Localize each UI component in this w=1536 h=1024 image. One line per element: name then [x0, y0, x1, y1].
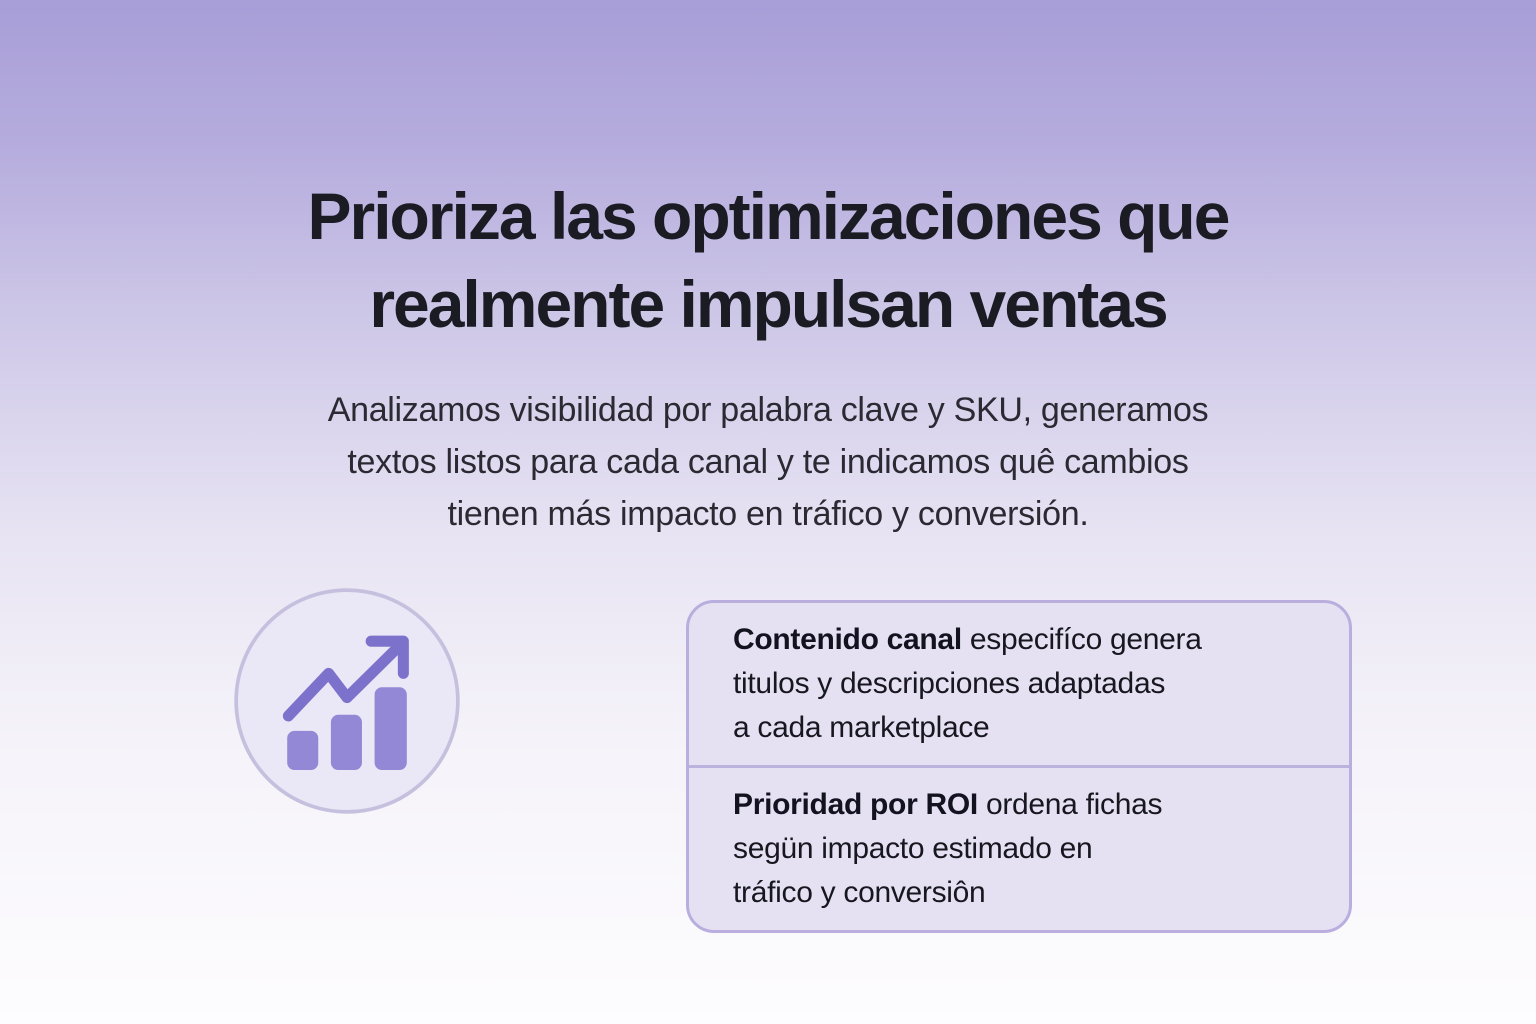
- page-title: Prioriza las optimizaciones que realment…: [0, 172, 1536, 348]
- feature-line: segün impacto estimado en: [733, 832, 1093, 865]
- bar-chart-trending-up-icon: [234, 588, 460, 814]
- hero-subtitle-line-1: Analizamos visibilidad por palabra clave…: [327, 391, 1209, 429]
- hero-subtitle-line-2: textos listos para cada canal y te indic…: [347, 443, 1189, 481]
- feature-text: Prioridad por ROI ordena fichas segün im…: [733, 783, 1293, 915]
- page-title-line-2: realmente impulsan ventas: [369, 267, 1168, 341]
- feature-line: titulos y descripciones adaptadas: [733, 667, 1166, 700]
- hero-subtitle: Analizamos visibilidad por palabra clave…: [0, 384, 1536, 540]
- growth-chart-icon: [232, 586, 462, 816]
- page-title-line-1: Prioriza las optimizaciones que: [307, 179, 1231, 253]
- features-card: Contenido canal especifíco genera titulo…: [686, 600, 1352, 933]
- feature-body-fragment: especifíco genera: [961, 623, 1202, 656]
- feature-body-fragment: ordena fichas: [977, 788, 1163, 821]
- hero-subtitle-line-3: tienen más impacto en tráfico y conversi…: [447, 495, 1089, 533]
- feature-item-prioridad-roi: Prioridad por ROI ordena fichas segün im…: [689, 765, 1349, 930]
- feature-line: a cada marketplace: [733, 711, 990, 744]
- feature-title: Prioridad por ROI: [733, 788, 978, 821]
- feature-line: tráfico y conversiôn: [733, 876, 986, 909]
- feature-line: Prioridad por ROI ordena fichas: [733, 783, 1293, 827]
- feature-text: Contenido canal especifíco genera titulo…: [733, 618, 1293, 750]
- feature-title: Contenido canal: [733, 623, 962, 656]
- feature-line: Contenido canal especifíco genera: [733, 618, 1293, 662]
- feature-item-contenido-canal: Contenido canal especifíco genera titulo…: [689, 603, 1349, 765]
